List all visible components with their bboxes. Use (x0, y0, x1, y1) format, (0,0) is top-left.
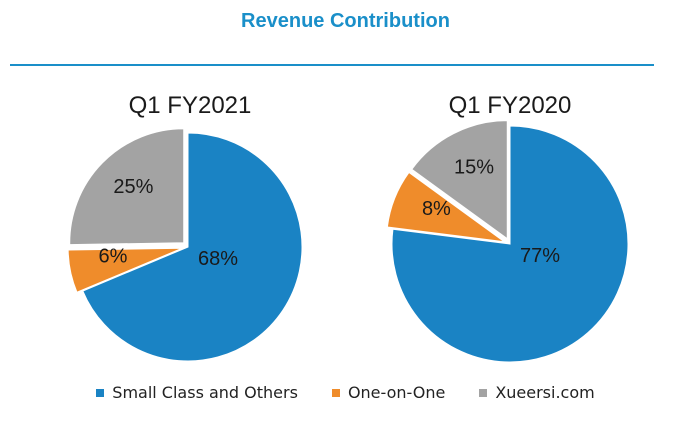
legend-item-one-on-one: One-on-One (331, 383, 446, 402)
pie-label-q1-fy2020-one-on-one: 8% (422, 198, 451, 220)
pie-slice-q1-fy2021-one-on-one (67, 247, 183, 293)
page-title: Revenue Contribution (241, 10, 450, 32)
legend-item-small-class: Small Class and Others (96, 383, 298, 402)
legend-item-xueersi: Xueersi.com (479, 383, 595, 402)
pie-slice-q1-fy2020-xueersi (411, 120, 508, 240)
legend-label-small-class: Small Class and Others (112, 383, 298, 402)
pie-label-q1-fy2020-xueersi: 15% (454, 156, 494, 178)
pie-slice-q1-fy2021-xueersi (69, 128, 185, 246)
pie-label-q1-fy2021-xueersi: 25% (113, 176, 153, 198)
legend-label-one-on-one: One-on-One (347, 383, 446, 402)
pie-label-q1-fy2021-small-class: 68% (198, 248, 238, 270)
legend: Small Class and Others One-on-One Xueers… (0, 383, 691, 402)
pie-slice-q1-fy2020-one-on-one (386, 171, 505, 243)
legend-swatch-one-on-one (331, 388, 340, 397)
legend-swatch-xueersi (479, 388, 488, 397)
legend-label-xueersi: Xueersi.com (495, 383, 595, 402)
chart-title-q1-fy2021: Q1 FY2021 (128, 92, 252, 119)
legend-swatch-small-class (96, 388, 105, 397)
pie-label-q1-fy2020-small-class: 77% (520, 245, 560, 267)
pie-label-q1-fy2021-one-on-one: 6% (98, 246, 127, 268)
title-divider (10, 64, 654, 66)
pie-slice-q1-fy2021-small-class (82, 132, 303, 362)
pie-slice-q1-fy2020-small-class (391, 125, 629, 363)
chart-title-q1-fy2020: Q1 FY2020 (448, 92, 572, 119)
